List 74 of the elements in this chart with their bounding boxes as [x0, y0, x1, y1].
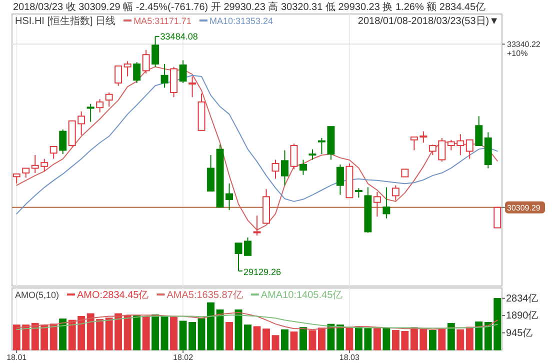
chart-title: AMO(5,10) — [15, 290, 60, 300]
bar — [346, 327, 354, 350]
legend-label: AMO:2834.45亿 — [77, 290, 149, 301]
chart-title: 2018/03/23 收 30309.29 幅 -2.45%(-761.76) 开 29930.23 高 30320.31 低 29930.23 换 1.26% 额 2834.45亿 — [13, 1, 486, 13]
bar — [50, 324, 58, 350]
candlestick — [392, 184, 400, 201]
annotation: 33484.08 — [160, 31, 198, 42]
candlestick — [466, 139, 474, 160]
legend-label: MA5:31171.71 — [134, 16, 192, 26]
bar — [170, 316, 178, 350]
candlestick — [382, 186, 390, 219]
candlestick — [272, 159, 280, 180]
bar — [290, 332, 298, 350]
bar — [475, 321, 483, 350]
bar — [124, 314, 132, 350]
candlestick — [152, 36, 160, 68]
candlestick — [133, 62, 141, 84]
candlestick — [12, 173, 20, 184]
candlestick — [96, 98, 104, 113]
y-tick-label: 2834亿 — [506, 293, 538, 304]
bar — [142, 316, 150, 350]
candlestick — [142, 49, 150, 74]
bar — [438, 328, 446, 350]
candlestick — [336, 164, 344, 196]
x-tick-label: 18.02 — [173, 353, 194, 362]
candlestick — [373, 191, 381, 218]
bar — [59, 318, 67, 350]
candlestick — [253, 215, 261, 236]
line-series — [16, 312, 498, 330]
bar — [160, 316, 168, 350]
candlestick — [281, 150, 288, 186]
candlestick — [105, 92, 113, 108]
legend-label: AMA5:1635.87亿 — [166, 290, 243, 301]
candlestick — [475, 116, 483, 146]
annotation: 29129.26 — [244, 266, 282, 277]
candlestick — [179, 60, 187, 84]
candlestick — [207, 154, 215, 192]
bar — [152, 314, 160, 350]
bar — [300, 327, 307, 350]
candlestick — [188, 76, 196, 98]
bar — [456, 329, 464, 350]
candlestick — [86, 103, 94, 122]
y-tick-label: 945亿 — [506, 328, 533, 339]
bar — [466, 326, 474, 350]
candlestick — [170, 66, 178, 98]
legend-label: AMA10:1405.45亿 — [260, 290, 343, 301]
candlestick — [50, 146, 58, 160]
ref-line-label: 33340.22 +10% — [507, 40, 541, 58]
candlestick — [160, 64, 168, 88]
bar — [133, 314, 141, 350]
x-tick-label: 18.01 — [6, 353, 28, 362]
bar — [447, 322, 455, 350]
candlestick — [114, 65, 122, 86]
x-tick-label: 18.03 — [339, 353, 360, 362]
candlestick — [234, 242, 242, 272]
annotation: 2018/01/08-2018/03/23(53日)▼ — [358, 16, 499, 27]
bar — [382, 328, 390, 350]
candlestick — [244, 236, 252, 256]
line-series — [16, 314, 498, 330]
candlestick — [124, 60, 132, 77]
ref-line-label: 30309.29 — [507, 203, 541, 212]
candlestick — [354, 188, 362, 198]
bar — [226, 322, 233, 350]
candlestick — [308, 148, 316, 160]
bar — [373, 328, 381, 350]
y-tick-label: 1890亿 — [506, 310, 538, 322]
candlestick — [290, 143, 298, 170]
legend-label: MA10:31353.24 — [209, 16, 274, 26]
bar — [281, 329, 288, 350]
bar — [428, 330, 436, 350]
candlestick — [299, 159, 307, 176]
candlestick — [59, 128, 67, 155]
chart-subtitle: HSI.HI [恒生指数] 日线 — [15, 15, 116, 27]
candlestick — [22, 168, 30, 178]
